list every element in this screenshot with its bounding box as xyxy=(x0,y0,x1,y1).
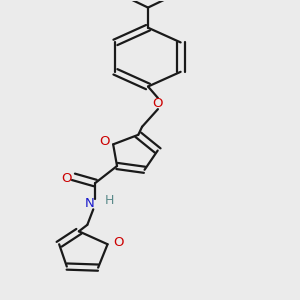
Text: N: N xyxy=(85,197,95,210)
Text: O: O xyxy=(99,135,110,148)
Text: O: O xyxy=(153,97,163,110)
Text: H: H xyxy=(104,194,114,207)
Text: O: O xyxy=(61,172,72,185)
Text: O: O xyxy=(113,236,124,249)
